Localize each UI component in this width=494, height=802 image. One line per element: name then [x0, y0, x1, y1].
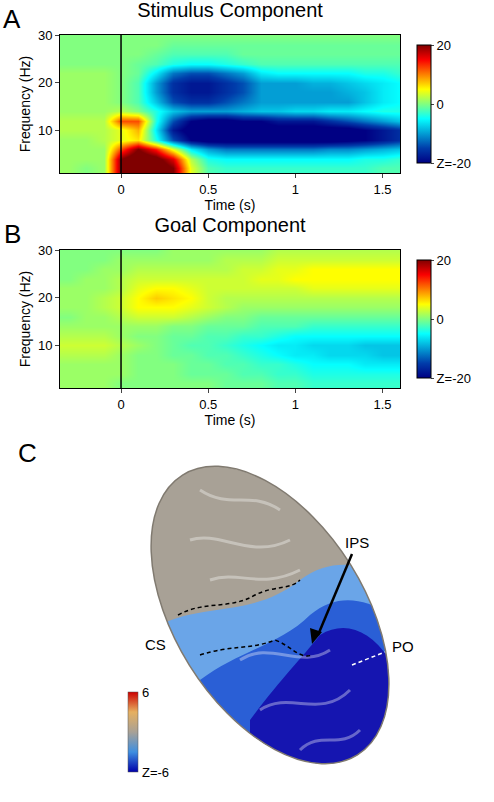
svg-text:0.5: 0.5 [199, 182, 217, 197]
svg-text:Goal Component: Goal Component [154, 215, 306, 236]
svg-text:1.5: 1.5 [374, 397, 392, 412]
svg-text:30: 30 [38, 243, 52, 258]
svg-text:10: 10 [38, 123, 52, 138]
svg-text:20: 20 [38, 290, 52, 305]
svg-text:Stimulus Component: Stimulus Component [137, 0, 323, 21]
svg-text:IPS: IPS [345, 534, 369, 551]
svg-text:C: C [18, 438, 37, 468]
svg-text:Z=-20: Z=-20 [437, 371, 471, 386]
svg-text:Frequency (Hz): Frequency (Hz) [17, 271, 33, 367]
svg-text:PO: PO [392, 638, 414, 655]
svg-text:1: 1 [292, 182, 299, 197]
svg-text:20: 20 [437, 38, 451, 53]
svg-text:6: 6 [142, 685, 149, 700]
svg-text:1.5: 1.5 [374, 182, 392, 197]
svg-text:Frequency (Hz): Frequency (Hz) [17, 56, 33, 152]
svg-text:B: B [4, 219, 21, 249]
svg-text:30: 30 [38, 28, 52, 43]
svg-text:0: 0 [117, 182, 124, 197]
svg-text:Z=-20: Z=-20 [437, 156, 471, 171]
svg-text:Time (s): Time (s) [205, 197, 256, 213]
svg-text:0: 0 [437, 312, 444, 327]
svg-text:0: 0 [437, 97, 444, 112]
svg-text:0.5: 0.5 [199, 397, 217, 412]
svg-text:CS: CS [145, 636, 166, 653]
svg-text:Z=-6: Z=-6 [142, 765, 169, 780]
svg-text:A: A [3, 4, 21, 34]
svg-text:20: 20 [38, 75, 52, 90]
svg-text:20: 20 [437, 253, 451, 268]
svg-text:0: 0 [117, 397, 124, 412]
svg-text:Time (s): Time (s) [205, 412, 256, 428]
svg-text:1: 1 [292, 397, 299, 412]
svg-text:10: 10 [38, 338, 52, 353]
